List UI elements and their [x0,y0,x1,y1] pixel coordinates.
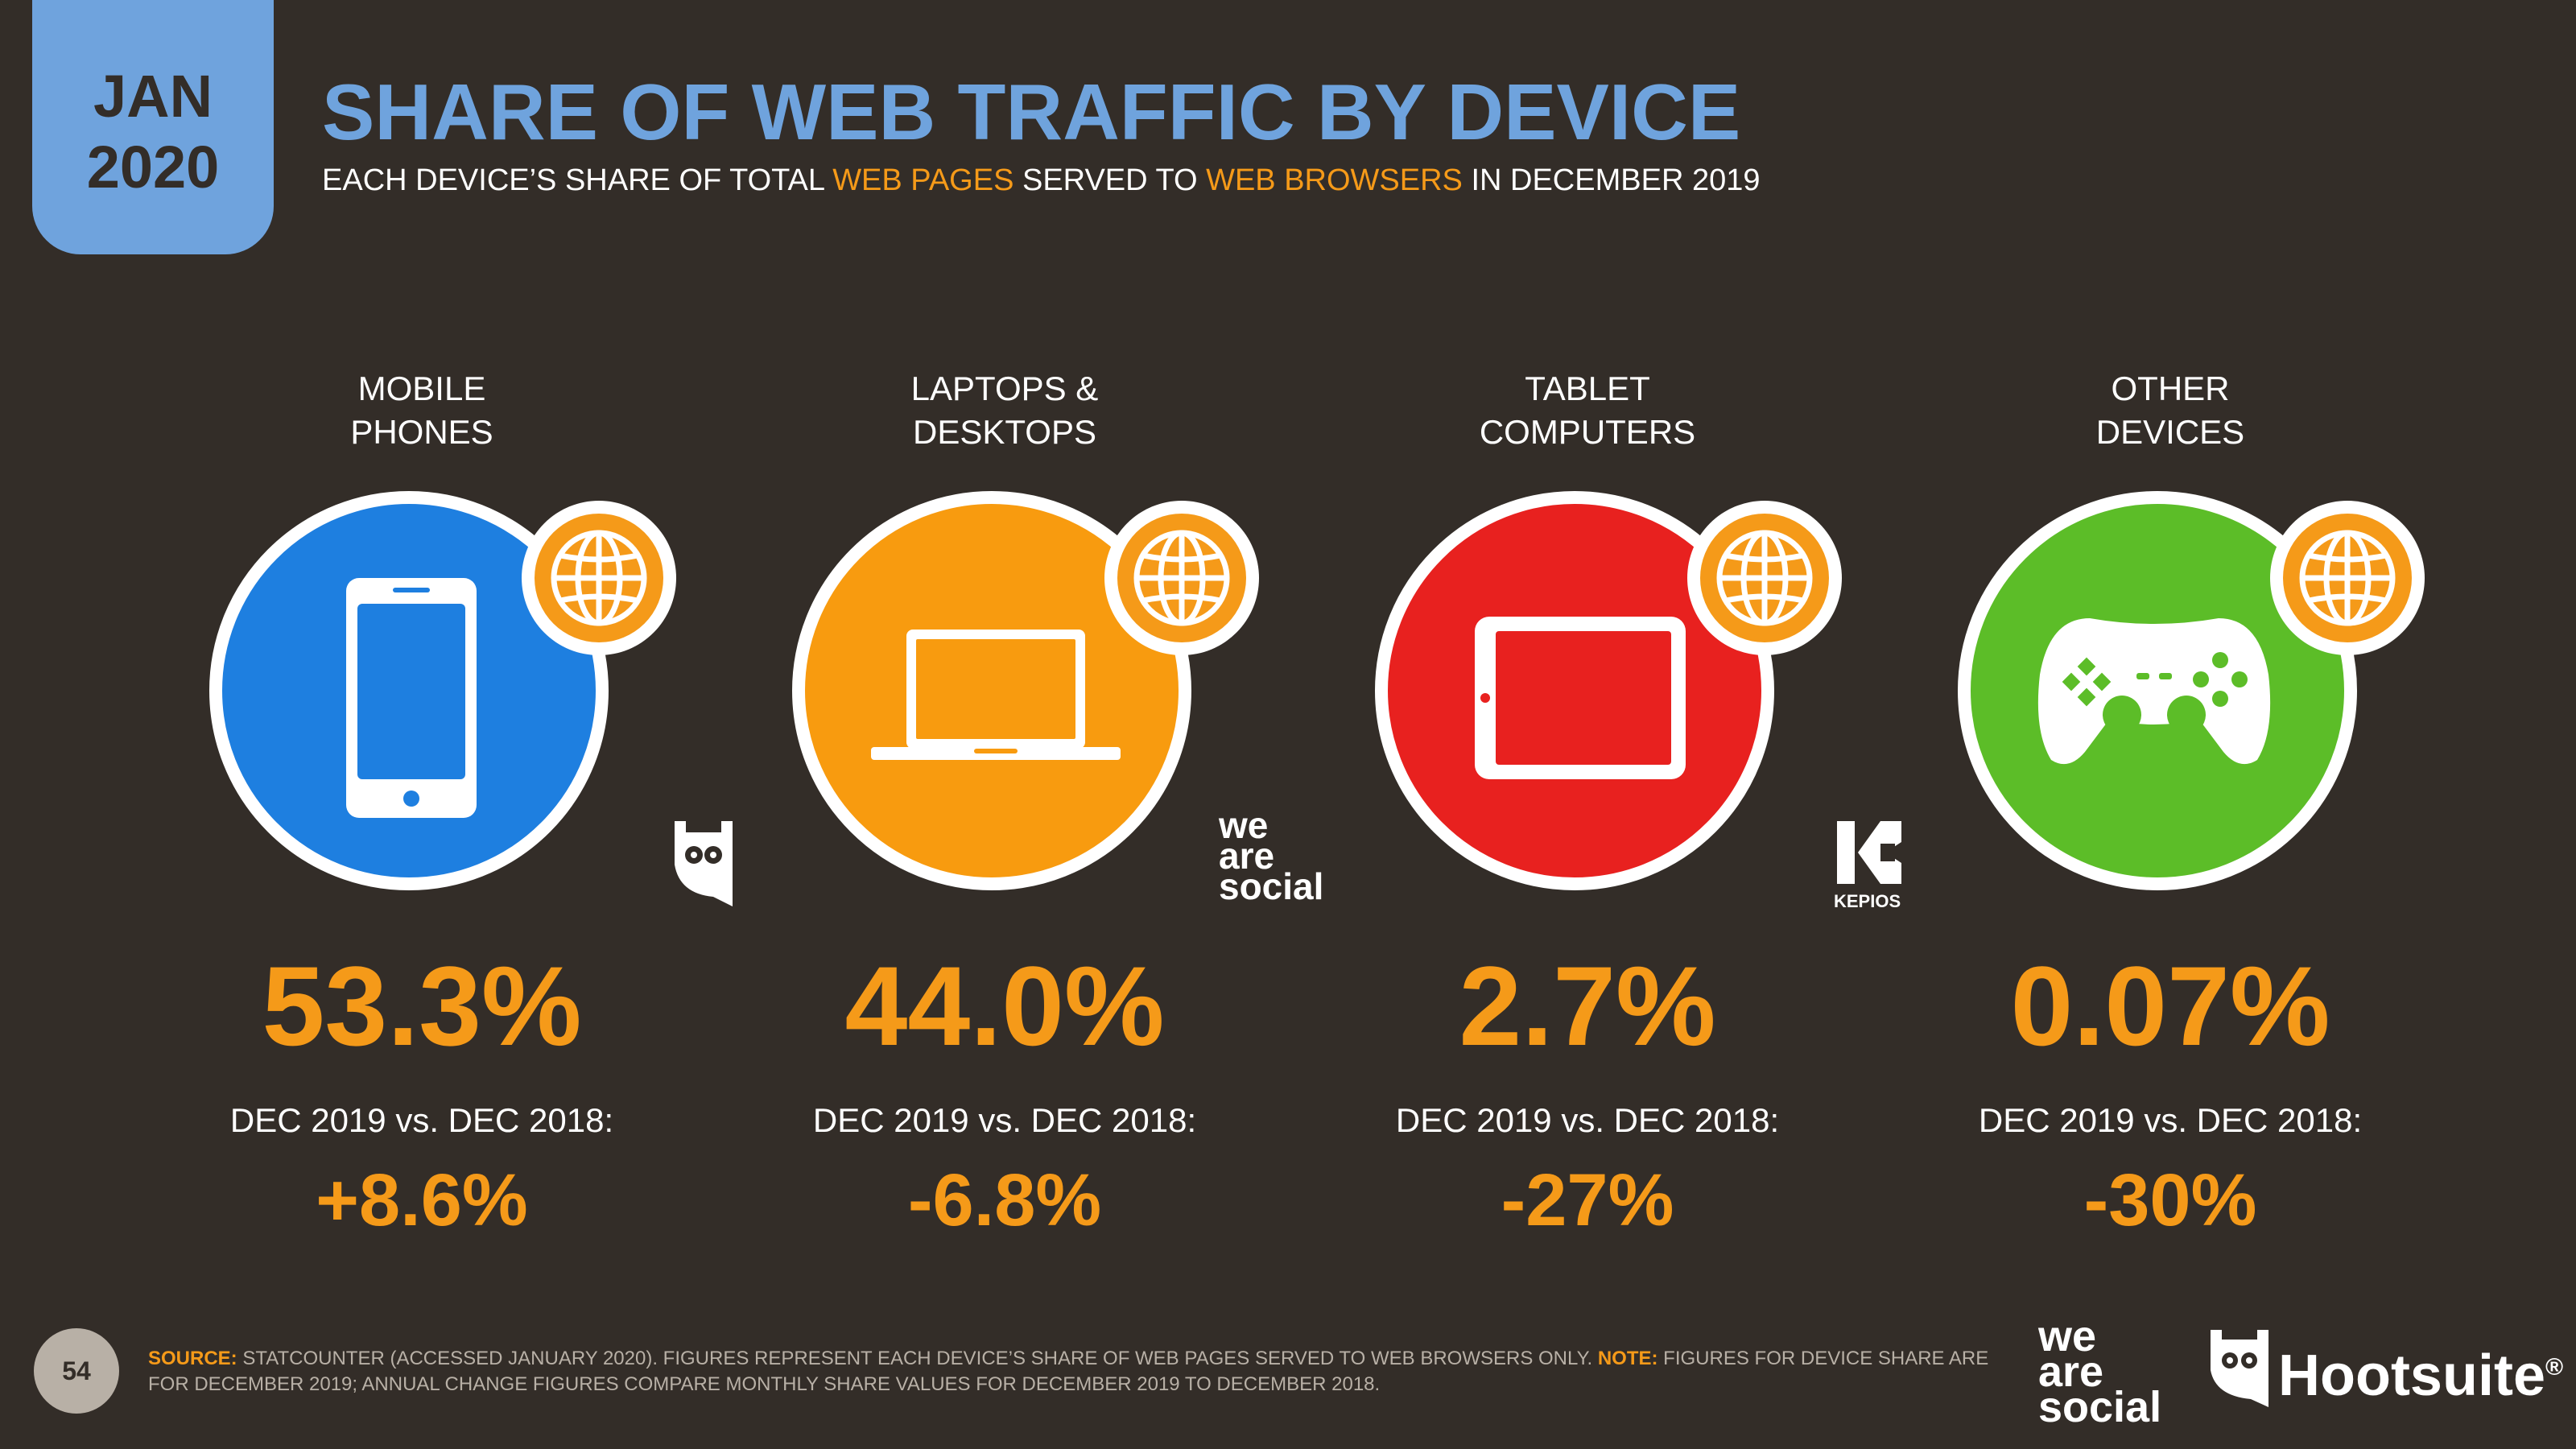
change-value: +8.6% [316,1159,528,1241]
subtitle-highlight: WEB PAGES [832,163,1014,197]
device-card-other: OTHER DEVICES 0.07% DEC 2019 vs. DEC 201… [1880,0,2460,1288]
device-card-mobile: MOBILE PHONES 53.3% DEC 2019 vs. DEC 201… [132,0,712,1288]
change-value: -30% [2083,1159,2257,1241]
tablet-icon [1475,617,1686,779]
device-label-line: OTHER [2111,369,2230,407]
change-value: -27% [1501,1159,1674,1241]
page-title: SHARE OF WEB TRAFFIC BY DEVICE [322,68,1741,156]
we-are-social-logo: we are social [1219,804,1324,907]
logo-text: Hootsuite [2278,1344,2545,1408]
device-label: MOBILE PHONES [132,367,712,454]
globe-icon [1687,501,1842,655]
globe-icon [522,501,676,655]
kepios-label: KEPIOS [1834,891,1901,911]
date-badge: JAN 2020 [32,0,274,254]
share-value: 2.7% [1459,943,1716,1069]
subtitle-text: EACH DEVICE’S SHARE OF TOTAL [322,163,833,197]
comparison-label: DEC 2019 vs. DEC 2018: [812,1101,1197,1139]
hootsuite-owl-icon [675,821,733,906]
logo-text: are [2038,1348,2104,1396]
share-value: 44.0% [844,943,1165,1069]
comparison-label: DEC 2019 vs. DEC 2018: [1395,1101,1780,1139]
device-label-line: TABLET [1525,369,1650,407]
hootsuite-logo: Hootsuite® [2278,1331,2563,1412]
device-label-line: LAPTOPS & [910,369,1099,407]
hootsuite-owl-footer-icon [2211,1330,2268,1407]
subtitle-text: IN DECEMBER 2019 [1462,163,1761,197]
logo-text: we [2038,1312,2097,1360]
device-label-line: DESKTOPS [913,413,1096,451]
registered-mark: ® [2545,1354,2564,1381]
gamepad-icon [2037,618,2271,765]
share-value: 0.07% [2010,943,2330,1069]
device-card-tablet: TABLET COMPUTERS 2.7% DEC 2019 vs. DEC 2… [1298,0,1877,1288]
laptop-icon [871,630,1121,760]
subtitle-text: SERVED TO [1013,163,1207,197]
globe-icon [2270,501,2425,655]
device-label: OTHER DEVICES [1880,367,2460,454]
device-label-line: DEVICES [2095,413,2245,451]
source-text: STATCOUNTER (ACCESSED JANUARY 2020). FIG… [237,1348,1598,1369]
logo-text: we [1219,804,1269,846]
device-label: LAPTOPS & DESKTOPS [715,367,1294,454]
note-text: FIGURES FOR DEVICE SHARE ARE FOR DECEMBE… [148,1348,1989,1395]
page-subtitle: EACH DEVICE’S SHARE OF TOTAL WEB PAGES S… [322,163,1760,198]
share-value: 53.3% [262,943,582,1069]
globe-icon [1104,501,1259,655]
kepios-logo: KEPIOS [1834,818,1914,912]
device-card-laptops: LAPTOPS & DESKTOPS 44.0% DEC 2019 vs. DE… [715,0,1294,1288]
date-month: JAN [93,63,213,130]
logo-text: are [1219,835,1275,877]
device-label-line: PHONES [350,413,493,451]
source-note: SOURCE: STATCOUNTER (ACCESSED JANUARY 20… [148,1346,2024,1397]
device-label-line: COMPUTERS [1479,413,1696,451]
comparison-label: DEC 2019 vs. DEC 2018: [229,1101,614,1139]
we-are-social-footer-logo: we are social [2038,1312,2162,1431]
logo-text: social [2038,1383,2162,1431]
note-key: NOTE: [1597,1348,1658,1369]
change-value: -6.8% [907,1159,1102,1241]
device-label-line: MOBILE [357,369,486,407]
kepios-mark-icon [1837,821,1901,884]
source-key: SOURCE: [148,1348,237,1369]
date-year: 2020 [86,134,220,200]
device-label: TABLET COMPUTERS [1298,367,1877,454]
mobile-phone-icon [346,578,477,818]
page-number: 54 [34,1328,119,1414]
logo-text: social [1219,865,1324,907]
comparison-label: DEC 2019 vs. DEC 2018: [1978,1101,2363,1139]
subtitle-highlight: WEB BROWSERS [1206,163,1463,197]
